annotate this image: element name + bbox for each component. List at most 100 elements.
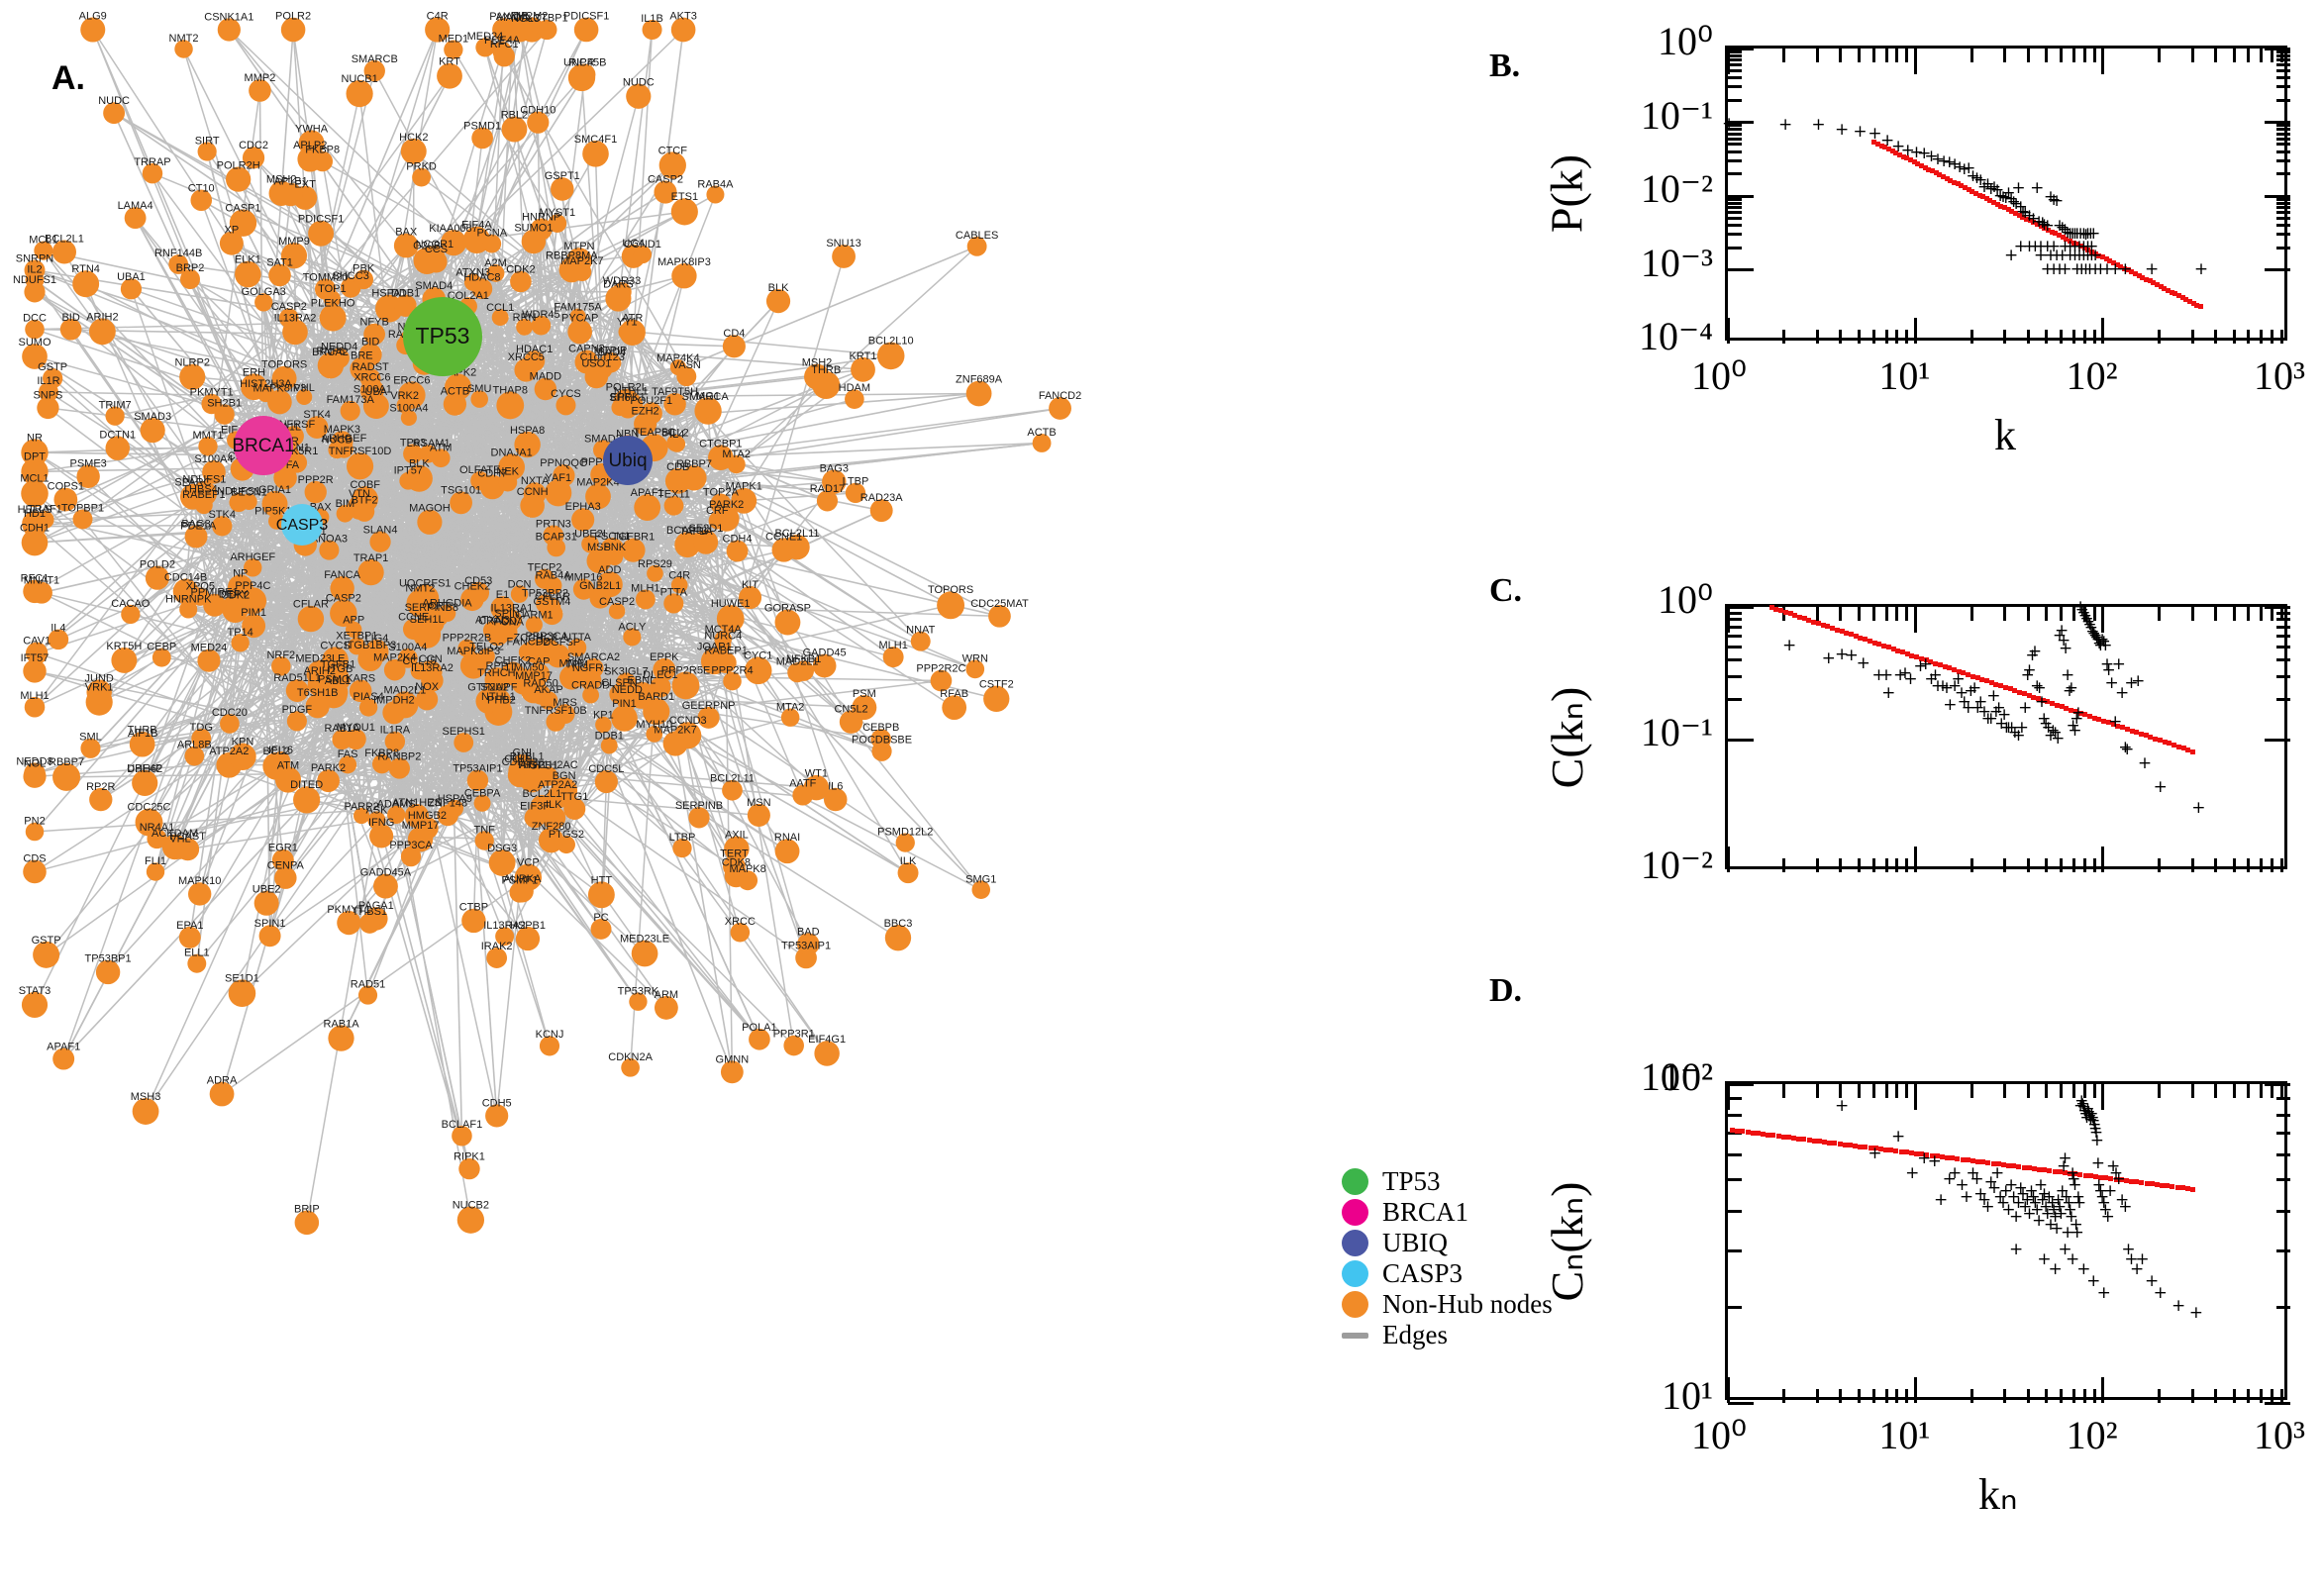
network-node[interactable]: [983, 685, 1010, 712]
network-node[interactable]: [1032, 434, 1052, 452]
network-node[interactable]: [514, 357, 539, 382]
network-node[interactable]: [516, 318, 534, 336]
network-node[interactable]: [797, 933, 820, 955]
network-node[interactable]: [618, 323, 636, 341]
network-node[interactable]: [267, 512, 285, 530]
network-node[interactable]: [271, 656, 291, 676]
network-node[interactable]: [671, 671, 700, 700]
network-node[interactable]: [444, 40, 463, 59]
network-node[interactable]: [525, 616, 543, 634]
network-node[interactable]: [515, 926, 541, 951]
network-node[interactable]: [346, 621, 362, 639]
network-node[interactable]: [988, 604, 1011, 628]
network-node[interactable]: [511, 879, 534, 903]
network-node[interactable]: [52, 1047, 75, 1070]
network-node[interactable]: [387, 805, 406, 825]
network-node[interactable]: [534, 568, 556, 589]
network-node[interactable]: [897, 862, 919, 884]
network-node[interactable]: [178, 926, 201, 948]
network-node[interactable]: [191, 587, 210, 606]
network-node[interactable]: [53, 487, 78, 512]
network-node[interactable]: [884, 924, 912, 951]
network-node[interactable]: [457, 639, 476, 657]
network-node[interactable]: [663, 593, 684, 614]
network-node[interactable]: [653, 657, 676, 681]
network-node[interactable]: [440, 230, 467, 256]
network-node[interactable]: [241, 493, 257, 511]
network-node[interactable]: [631, 940, 658, 967]
network-node[interactable]: [36, 510, 54, 530]
network-node[interactable]: [520, 493, 545, 518]
network-node[interactable]: [621, 1058, 640, 1077]
network-node[interactable]: [278, 182, 303, 207]
network-node[interactable]: [328, 1025, 354, 1051]
network-node[interactable]: [76, 464, 100, 488]
network-node[interactable]: [693, 530, 719, 554]
network-node[interactable]: [600, 737, 618, 754]
network-node[interactable]: [120, 278, 143, 300]
network-node[interactable]: [413, 247, 441, 275]
network-node[interactable]: [642, 19, 662, 41]
network-node[interactable]: [354, 501, 375, 522]
network-node[interactable]: [244, 558, 262, 577]
network-node[interactable]: [595, 716, 612, 734]
network-node[interactable]: [738, 870, 758, 891]
network-node[interactable]: [582, 141, 609, 167]
network-node[interactable]: [285, 679, 309, 702]
network-node[interactable]: [722, 779, 743, 801]
network-node[interactable]: [485, 1104, 509, 1128]
network-node[interactable]: [672, 838, 692, 858]
network-node[interactable]: [201, 393, 222, 415]
network-node[interactable]: [572, 262, 592, 282]
network-node[interactable]: [359, 913, 380, 934]
network-node[interactable]: [105, 436, 130, 460]
network-node[interactable]: [720, 1060, 744, 1084]
network-node[interactable]: [363, 323, 386, 346]
network-node[interactable]: [294, 1210, 320, 1236]
network-node[interactable]: [354, 269, 374, 290]
network-node[interactable]: [219, 231, 244, 255]
network-node[interactable]: [191, 728, 212, 748]
network-node[interactable]: [417, 509, 443, 535]
network-node[interactable]: [647, 564, 663, 582]
network-node[interactable]: [616, 672, 637, 693]
network-node[interactable]: [670, 576, 688, 594]
network-node[interactable]: [312, 150, 334, 172]
network-node[interactable]: [286, 451, 308, 473]
network-node[interactable]: [654, 180, 677, 204]
network-node[interactable]: [542, 806, 566, 830]
network-node[interactable]: [406, 589, 435, 618]
network-node[interactable]: [357, 558, 384, 586]
network-node[interactable]: [486, 948, 508, 968]
network-node[interactable]: [695, 398, 716, 419]
network-node[interactable]: [369, 531, 391, 552]
network-graph[interactable]: CDC14BTHAP8KIAA0087TP53RKARL8BTAF1ANTHL1…: [0, 0, 1456, 1596]
network-node[interactable]: [339, 755, 357, 774]
network-node[interactable]: [317, 769, 340, 793]
network-node[interactable]: [537, 19, 557, 41]
network-node[interactable]: [400, 409, 417, 426]
network-node[interactable]: [394, 294, 417, 317]
network-node[interactable]: [388, 757, 410, 779]
network-node[interactable]: [722, 335, 746, 358]
network-node[interactable]: [348, 637, 366, 655]
network-node[interactable]: [587, 881, 615, 909]
network-node[interactable]: [876, 342, 905, 370]
network-node[interactable]: [37, 396, 59, 420]
network-node[interactable]: [471, 127, 493, 150]
network-node[interactable]: [527, 111, 550, 134]
network-node[interactable]: [271, 365, 297, 391]
network-node[interactable]: [650, 676, 671, 698]
network-node[interactable]: [354, 807, 370, 825]
network-node[interactable]: [634, 412, 657, 436]
network-node[interactable]: [24, 281, 46, 303]
network-node[interactable]: [111, 647, 138, 673]
network-node[interactable]: [461, 908, 486, 934]
network-node[interactable]: [654, 996, 678, 1020]
network-node[interactable]: [273, 465, 297, 490]
network-node[interactable]: [723, 671, 742, 691]
network-node[interactable]: [412, 167, 432, 187]
network-node[interactable]: [400, 846, 422, 867]
network-node[interactable]: [646, 726, 663, 743]
network-node[interactable]: [319, 304, 347, 332]
